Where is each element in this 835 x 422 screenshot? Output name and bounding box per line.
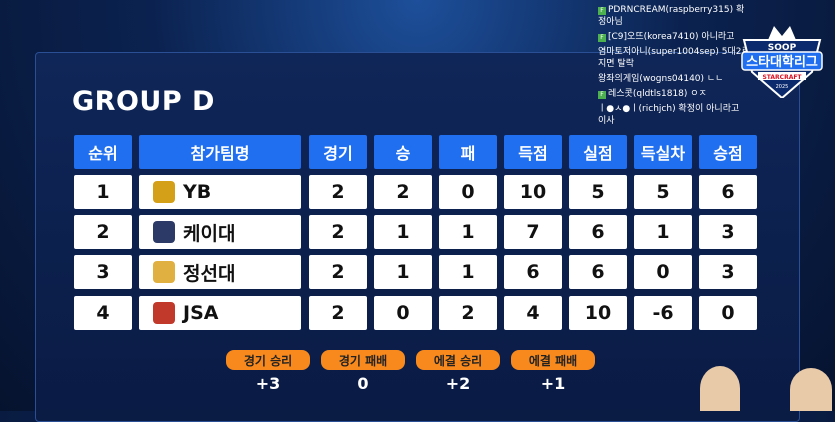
cell-conceded: 5: [569, 175, 627, 209]
legend-label: 에결 패배: [511, 350, 595, 370]
cell-rank: 3: [74, 255, 132, 289]
legend-label: 경기 패배: [321, 350, 405, 370]
cell-points: 3: [699, 255, 757, 289]
team-logo-icon: [153, 181, 175, 203]
streamer-cam-2: [790, 368, 832, 411]
cell-win: 1: [374, 215, 432, 249]
cell-diff: -6: [634, 296, 692, 330]
chat-message: 염마토저아니(super1004sep) 5대2로 지면 탈락: [598, 46, 750, 70]
chat-text: 레스콧(qldtls1818) ㅇㅈ: [608, 89, 707, 99]
team-logo-icon: [153, 261, 175, 283]
chat-panel: F PDRNCREAM(raspberry315) 확정아님 F [C9]오뜨(kor…: [598, 4, 750, 130]
cell-rank: 2: [74, 215, 132, 249]
cell-games: 2: [309, 255, 367, 289]
fan-badge-icon: F: [598, 34, 606, 42]
fan-badge-icon: F: [598, 7, 606, 15]
chat-text: 왕좌의게임(wogns04140) ㄴㄴ: [598, 74, 724, 84]
cell-loss: 2: [439, 296, 497, 330]
legend-value: +1: [540, 374, 566, 393]
streamer-cam-1: [700, 366, 740, 411]
svg-text:스타대학리그: 스타대학리그: [746, 54, 818, 70]
legend-value: +3: [255, 374, 281, 393]
legend-label: 에결 승리: [416, 350, 500, 370]
column-header-win: 승: [374, 135, 432, 169]
chat-message: F PDRNCREAM(raspberry315) 확정아님: [598, 4, 750, 28]
cell-loss: 1: [439, 255, 497, 289]
cell-games: 2: [309, 215, 367, 249]
column-header-games: 경기: [309, 135, 367, 169]
cell-conceded: 6: [569, 255, 627, 289]
cell-points: 0: [699, 296, 757, 330]
chat-message: F 레스콧(qldtls1818) ㅇㅈ: [598, 88, 750, 100]
cell-scored: 4: [504, 296, 562, 330]
column-header-loss: 패: [439, 135, 497, 169]
svg-text:2025: 2025: [776, 84, 789, 90]
column-header-rank: 순위: [74, 135, 132, 169]
cell-games: 2: [309, 175, 367, 209]
chat-text: [C9]오뜨(korea7410) 아니라고: [608, 32, 735, 42]
cell-diff: 0: [634, 255, 692, 289]
team-logo-icon: [153, 302, 175, 324]
team-logo-icon: [153, 221, 175, 243]
chat-message: F [C9]오뜨(korea7410) 아니라고: [598, 31, 750, 43]
legend-value: 0: [357, 374, 369, 393]
cell-points: 3: [699, 215, 757, 249]
cell-scored: 6: [504, 255, 562, 289]
cell-conceded: 10: [569, 296, 627, 330]
league-logo: SOOP 스타대학리그 STARCRAFT 2025: [738, 22, 826, 100]
team-name: YB: [183, 181, 212, 203]
team-name: 정선대: [183, 262, 236, 285]
cell-rank: 1: [74, 175, 132, 209]
column-header-team: 참가팀명: [139, 135, 301, 169]
chat-text: PDRNCREAM(raspberry315) 확정아님: [598, 5, 745, 27]
team-name: 케이대: [183, 222, 236, 245]
legend-value: +2: [445, 374, 471, 393]
cell-team: 케이대: [139, 215, 301, 249]
chat-message: ㅣ●ㅅ●ㅣ(richjch) 확정이 아니라고 이사: [598, 103, 750, 127]
cell-diff: 5: [634, 175, 692, 209]
cell-win: 0: [374, 296, 432, 330]
column-header-diff: 득실차: [634, 135, 692, 169]
cell-loss: 0: [439, 175, 497, 209]
cell-games: 2: [309, 296, 367, 330]
cell-conceded: 6: [569, 215, 627, 249]
fan-badge-icon: F: [598, 91, 606, 99]
cell-team: JSA: [139, 296, 301, 330]
column-header-conceded: 실점: [569, 135, 627, 169]
group-title: GROUP D: [72, 86, 215, 117]
cell-scored: 10: [504, 175, 562, 209]
svg-text:STARCRAFT: STARCRAFT: [762, 74, 802, 81]
cell-win: 1: [374, 255, 432, 289]
cell-team: YB: [139, 175, 301, 209]
column-header-scored: 득점: [504, 135, 562, 169]
cell-win: 2: [374, 175, 432, 209]
chat-text: ㅣ●ㅅ●ㅣ(richjch) 확정이 아니라고 이사: [598, 104, 740, 126]
cell-points: 6: [699, 175, 757, 209]
svg-text:SOOP: SOOP: [768, 43, 797, 53]
team-name: JSA: [183, 302, 219, 324]
chat-text: 염마토저아니(super1004sep) 5대2로 지면 탈락: [598, 47, 750, 69]
legend-label: 경기 승리: [226, 350, 310, 370]
cell-diff: 1: [634, 215, 692, 249]
cell-scored: 7: [504, 215, 562, 249]
cell-loss: 1: [439, 215, 497, 249]
column-header-points: 승점: [699, 135, 757, 169]
cell-team: 정선대: [139, 255, 301, 289]
chat-message: 왕좌의게임(wogns04140) ㄴㄴ: [598, 73, 750, 85]
cell-rank: 4: [74, 296, 132, 330]
